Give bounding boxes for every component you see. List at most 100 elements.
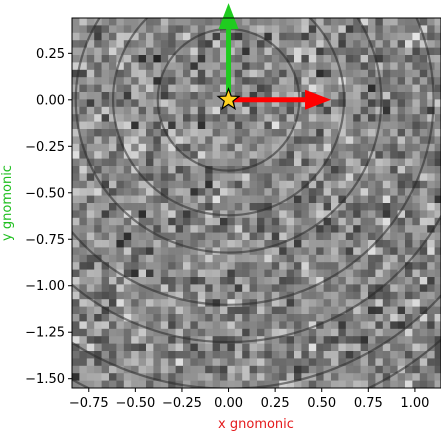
heatmap-cell bbox=[405, 269, 413, 278]
heatmap-cell bbox=[331, 40, 339, 48]
heatmap-cell bbox=[190, 203, 199, 211]
heatmap-cell bbox=[234, 77, 243, 85]
heatmap-cell bbox=[412, 284, 421, 293]
heatmap-cell bbox=[79, 114, 88, 122]
heatmap-cell bbox=[86, 62, 95, 71]
heatmap-cell bbox=[434, 336, 441, 344]
heatmap-cell bbox=[131, 55, 139, 63]
heatmap-cell bbox=[301, 180, 310, 189]
heatmap-cell bbox=[175, 247, 184, 256]
heatmap-cell bbox=[242, 232, 250, 241]
heatmap-cell bbox=[153, 269, 162, 278]
heatmap-cell bbox=[301, 188, 310, 196]
heatmap-cell bbox=[375, 203, 384, 211]
heatmap-cell bbox=[72, 262, 80, 270]
heatmap-cell bbox=[308, 328, 317, 337]
heatmap-cell bbox=[353, 269, 361, 278]
heatmap-cell bbox=[212, 62, 221, 71]
heatmap-cell bbox=[412, 232, 421, 241]
heatmap-cell bbox=[79, 25, 88, 34]
heatmap-cell bbox=[234, 143, 243, 152]
diffraction-ring bbox=[111, 18, 346, 217]
heatmap-cell bbox=[382, 321, 391, 330]
heatmap-cell bbox=[101, 343, 110, 352]
heatmap-cell bbox=[390, 210, 398, 219]
heatmap-cell bbox=[131, 180, 139, 189]
heatmap-cell bbox=[271, 365, 280, 374]
heatmap-cell bbox=[175, 92, 184, 100]
heatmap-cell bbox=[242, 77, 250, 85]
heatmap-cell bbox=[271, 210, 280, 219]
heatmap-cell bbox=[86, 173, 95, 182]
heatmap-cell bbox=[360, 291, 369, 300]
heatmap-cell bbox=[168, 247, 176, 256]
heatmap-cell bbox=[264, 166, 273, 174]
heatmap-cell bbox=[234, 121, 243, 130]
heatmap-cell bbox=[138, 195, 147, 204]
heatmap-cell bbox=[131, 40, 139, 48]
heatmap-cell bbox=[382, 358, 391, 367]
heatmap-cell bbox=[109, 62, 117, 71]
heatmap-cell bbox=[345, 299, 354, 307]
heatmap-cell bbox=[227, 269, 236, 278]
heatmap-cell bbox=[368, 62, 376, 71]
heatmap-cell bbox=[323, 121, 332, 130]
heatmap-cell bbox=[405, 365, 413, 374]
heatmap-cell bbox=[382, 18, 391, 26]
heatmap-cell bbox=[279, 373, 287, 381]
heatmap-cell bbox=[72, 121, 80, 130]
heatmap-cell bbox=[382, 299, 391, 307]
heatmap-cell bbox=[138, 203, 147, 211]
heatmap-cell bbox=[131, 195, 139, 204]
heatmap-cell bbox=[234, 336, 243, 344]
heatmap-cell bbox=[419, 203, 428, 211]
heatmap-cell bbox=[279, 158, 287, 167]
heatmap-cell bbox=[331, 158, 339, 167]
heatmap-cell bbox=[138, 343, 147, 352]
heatmap-cell bbox=[242, 166, 250, 174]
heatmap-cell bbox=[168, 92, 176, 100]
heatmap-cell bbox=[168, 328, 176, 337]
heatmap-cell bbox=[153, 291, 162, 300]
heatmap-cell bbox=[286, 284, 295, 293]
heatmap-cell bbox=[160, 55, 169, 63]
heatmap-cell bbox=[308, 77, 317, 85]
heatmap-cell bbox=[175, 136, 184, 145]
heatmap-cell bbox=[109, 358, 117, 367]
heatmap-cell bbox=[190, 217, 199, 226]
heatmap-cell bbox=[146, 55, 154, 63]
heatmap-cell bbox=[286, 225, 295, 233]
heatmap-cell bbox=[390, 166, 398, 174]
heatmap-cell bbox=[94, 343, 102, 352]
heatmap-cell bbox=[220, 262, 228, 270]
heatmap-cell bbox=[331, 129, 339, 137]
heatmap-cell bbox=[205, 18, 213, 26]
heatmap-cell bbox=[183, 277, 191, 285]
heatmap-cell bbox=[190, 277, 199, 285]
heatmap-cell bbox=[227, 69, 236, 78]
heatmap-cell bbox=[220, 158, 228, 167]
direction-arrows bbox=[218, 3, 332, 110]
heatmap-cell bbox=[382, 84, 391, 93]
heatmap-cell bbox=[308, 180, 317, 189]
heatmap-cell bbox=[168, 380, 176, 388]
heatmap-cell bbox=[168, 217, 176, 226]
heatmap-cell bbox=[382, 210, 391, 219]
heatmap-cell bbox=[212, 254, 221, 263]
heatmap-cell bbox=[123, 284, 132, 293]
heatmap-cell bbox=[271, 373, 280, 381]
heatmap-cell bbox=[242, 306, 250, 315]
heatmap-cell bbox=[382, 47, 391, 56]
heatmap-cell bbox=[190, 195, 199, 204]
heatmap-cell bbox=[101, 47, 110, 56]
heatmap-cell bbox=[301, 225, 310, 233]
heatmap-cell bbox=[160, 173, 169, 182]
heatmap-cell bbox=[94, 210, 102, 219]
heatmap-cell bbox=[390, 358, 398, 367]
heatmap-cell bbox=[257, 77, 265, 85]
heatmap-cell bbox=[360, 269, 369, 278]
heatmap-cell bbox=[79, 365, 88, 374]
heatmap-cell bbox=[390, 18, 398, 26]
heatmap-cell bbox=[242, 129, 250, 137]
heatmap-cell bbox=[427, 365, 435, 374]
